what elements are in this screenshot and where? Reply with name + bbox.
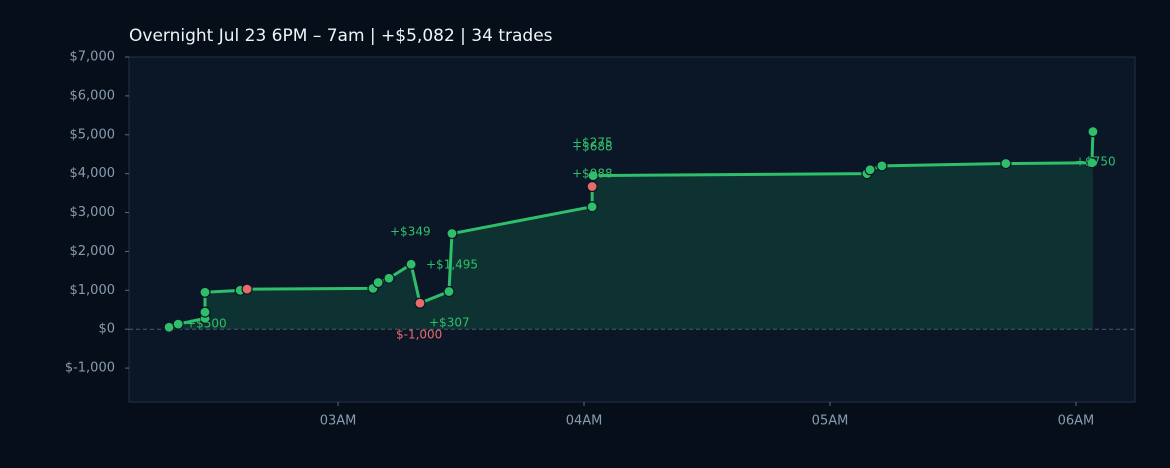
annotation: +$307 [429, 316, 470, 330]
area [169, 131, 1093, 330]
x-tick-label: 06AM [1058, 414, 1095, 429]
y-tick-label: $5,000 [70, 127, 116, 142]
marker [876, 160, 888, 172]
annotation: +$349 [390, 225, 431, 239]
y-tick-label: $-1,000 [65, 361, 115, 376]
marker [172, 318, 184, 330]
marker [372, 276, 384, 289]
marker [405, 258, 417, 270]
annotation: +$688 [572, 140, 613, 154]
y-tick-label: $3,000 [70, 205, 116, 220]
x-tick-label: 04AM [566, 414, 603, 429]
marker [587, 170, 599, 182]
annotation: +$275 [572, 136, 613, 150]
marker [1086, 157, 1098, 169]
marker [241, 283, 253, 295]
x-tick-label: 05AM [812, 414, 849, 429]
y-tick-label: $4,000 [70, 166, 116, 181]
y-tick-label: $7,000 [70, 50, 116, 65]
marker [864, 164, 876, 176]
y-tick-label: $1,000 [70, 283, 116, 298]
marker [1000, 157, 1012, 170]
y-tick-label: $6,000 [70, 88, 116, 103]
annotation: +$500 [186, 317, 227, 331]
marker [199, 306, 211, 318]
marker [446, 227, 458, 240]
x-tick-label: 03AM [320, 414, 357, 429]
annotation: +$750 [1075, 155, 1116, 169]
chart-title: Overnight Jul 23 6PM – 7am | +$5,082 | 3… [129, 26, 553, 46]
y-tick-label: $2,000 [70, 244, 116, 259]
marker [443, 285, 455, 298]
y-tick-label: $0 [98, 322, 115, 337]
annotation: +$988 [572, 167, 613, 181]
marker [414, 297, 426, 309]
annotation: $-1,000 [396, 328, 442, 342]
marker [1087, 126, 1099, 138]
annotation: +$1,495 [426, 258, 478, 272]
marker [199, 286, 211, 298]
marker [383, 272, 395, 284]
marker [586, 180, 598, 193]
marker [586, 201, 598, 213]
marker [163, 321, 175, 333]
